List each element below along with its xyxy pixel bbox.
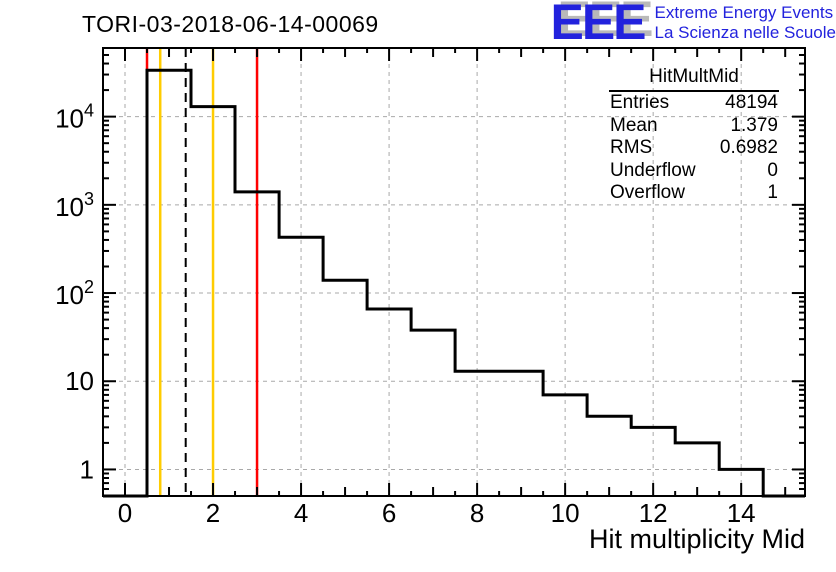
stats-value: 0.6982 — [719, 137, 778, 158]
y-tick-label: 1 — [80, 454, 94, 484]
stats-row-underflow: Underflow 0 — [609, 160, 779, 183]
stats-label: Entries — [610, 92, 670, 113]
marker-lines — [145, 48, 259, 496]
x-tick-label: 14 — [727, 498, 756, 528]
x-tick-label: 6 — [382, 498, 396, 528]
stats-label: Underflow — [610, 159, 696, 181]
stats-label: Mean — [610, 114, 658, 136]
axis-ticks — [103, 47, 805, 497]
x-axis-tick-labels: 0 2 4 6 8 10 12 14 — [118, 498, 756, 528]
x-tick-label: 10 — [551, 498, 580, 528]
x-tick-label: 8 — [470, 498, 484, 528]
stats-value: 1.379 — [730, 114, 778, 136]
stats-row-entries: Entries 48194 — [609, 92, 779, 115]
stats-box-title: HitMultMid — [609, 66, 779, 92]
stats-value: 0 — [767, 159, 778, 181]
x-tick-label: 4 — [294, 498, 308, 528]
y-tick-label: 10 — [65, 366, 94, 396]
stats-row-rms: RMS 0.6982 — [609, 137, 779, 160]
eee-logo-line2: La Scienza nelle Scuole — [654, 23, 836, 42]
stats-value: 1 — [767, 182, 778, 203]
x-tick-label: 0 — [118, 498, 132, 528]
stats-row-mean: Mean 1.379 — [609, 115, 779, 138]
x-tick-label: 12 — [639, 498, 668, 528]
plot-frame — [102, 47, 806, 497]
eee-logo-acronym: EEE — [550, 0, 646, 50]
histogram-line — [103, 68, 805, 498]
y-tick-label: 104 — [55, 101, 94, 134]
x-axis-title: Hit multiplicity Mid — [589, 524, 805, 554]
x-tick-label: 2 — [206, 498, 220, 528]
plot-title: TORI-03-2018-06-14-00069 — [82, 11, 379, 37]
eee-logo-line1: Extreme Energy Events — [654, 3, 834, 22]
y-tick-label: 103 — [55, 189, 94, 222]
stats-value: 48194 — [725, 92, 778, 113]
stats-row-overflow: Overflow 1 — [609, 182, 779, 205]
y-tick-label: 102 — [55, 277, 94, 310]
eee-logo-text: Extreme Energy Events La Scienza nelle S… — [655, 2, 836, 43]
y-axis-tick-labels: 1 10 102 103 104 — [55, 101, 94, 485]
stats-label: Overflow — [610, 182, 685, 203]
eee-logo: EEE Extreme Energy Events La Scienza nel… — [550, 0, 836, 50]
stats-label: RMS — [610, 137, 653, 158]
stats-box: HitMultMid Entries 48194 Mean 1.379 RMS … — [609, 66, 779, 205]
